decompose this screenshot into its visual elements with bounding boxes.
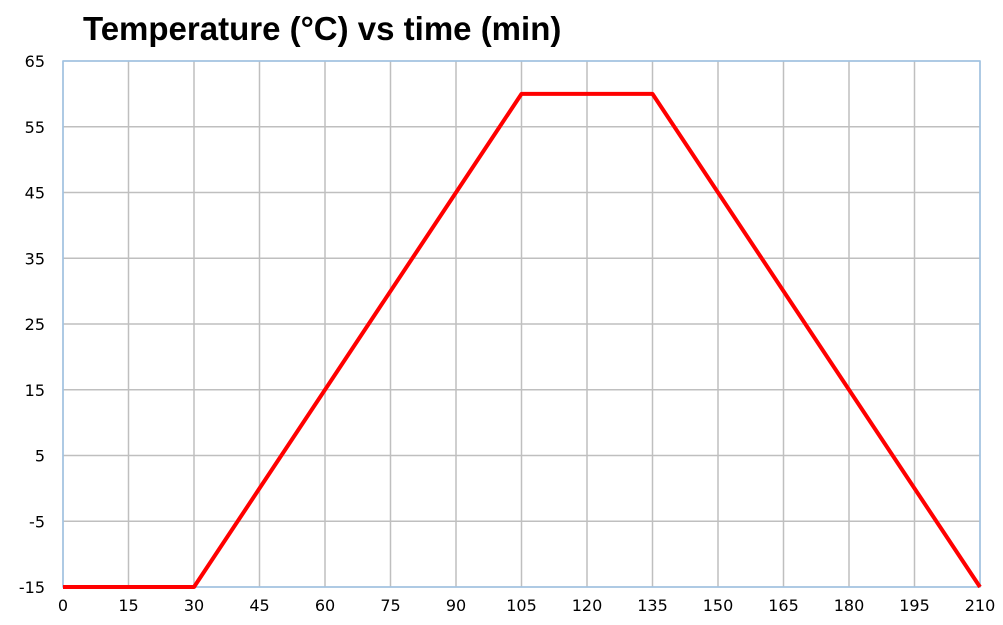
y-tick-label: -15 [19,578,45,597]
x-tick-label: 0 [58,596,68,615]
y-tick-label: -5 [29,512,45,531]
temperature-series-line [63,91,982,589]
y-tick-label: 35 [25,249,45,268]
x-tick-label: 195 [899,596,930,615]
x-tick-label: 210 [965,596,996,615]
x-tick-label: 150 [703,596,734,615]
y-tick-label: 25 [25,315,45,334]
y-tick-label: 5 [35,447,45,466]
x-tick-label: 165 [768,596,799,615]
x-tick-label: 15 [118,596,138,615]
x-tick-label: 105 [506,596,537,615]
x-tick-label: 120 [572,596,603,615]
x-tick-label: 45 [249,596,269,615]
y-tick-label: 45 [25,184,45,203]
y-tick-label: 55 [25,118,45,137]
y-tick-label: 15 [25,381,45,400]
x-tick-label: 30 [184,596,204,615]
series-layer [63,91,982,589]
x-tick-label: 60 [315,596,335,615]
y-tick-label: 65 [25,52,45,71]
x-tick-label: 180 [834,596,865,615]
y-axis-tick-labels: -15 -5 5 15 25 35 45 55 65 [19,52,45,597]
x-tick-label: 90 [446,596,466,615]
plot-area-border [62,60,981,588]
grid-lines [62,60,981,588]
x-tick-label: 135 [637,596,668,615]
chart-title: Temperature (°C) vs time (min) [83,10,562,47]
x-axis-tick-labels: 0 15 30 45 60 75 90 105 120 135 150 165 180 195 210 [58,596,995,615]
x-tick-label: 75 [380,596,400,615]
